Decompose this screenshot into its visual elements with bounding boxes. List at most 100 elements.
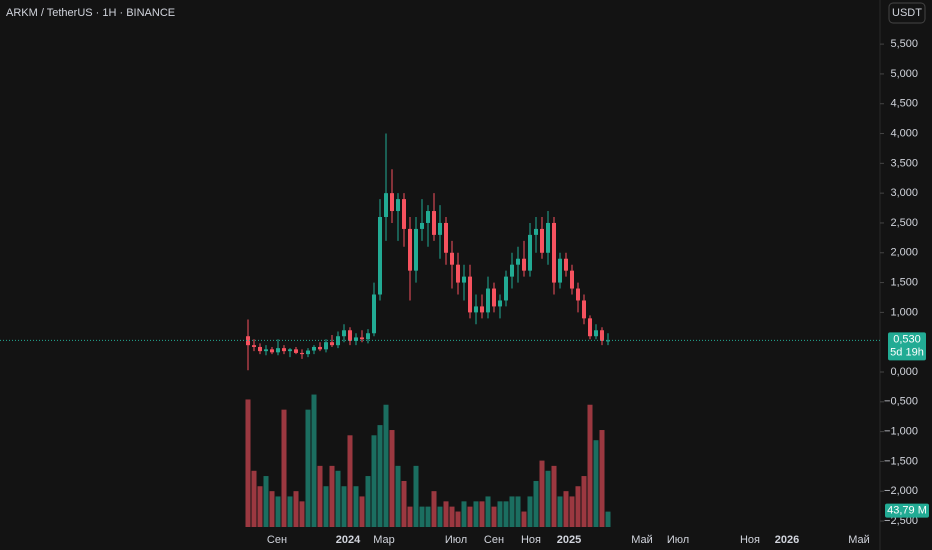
candle-body (552, 222, 556, 283)
y-tick-label: 4,000 (890, 127, 918, 139)
volume-bar (437, 506, 443, 527)
candle-body (540, 228, 544, 253)
candle-body (588, 318, 592, 337)
volume-bar (407, 506, 413, 527)
volume-bar (431, 491, 437, 527)
candle-body (420, 222, 424, 229)
volume-bar (377, 425, 383, 527)
candle-body (486, 288, 490, 313)
y-tick-label: −1,000 (884, 426, 918, 438)
volume-bar (515, 496, 521, 527)
x-tick-label: 2024 (336, 534, 361, 546)
candle-body (396, 199, 400, 212)
volume-bar (395, 465, 401, 527)
candle-body (342, 330, 346, 337)
candle-body (384, 193, 388, 217)
candle-body (390, 193, 394, 212)
candle-body (498, 300, 502, 307)
volume-bar (557, 496, 563, 527)
volume-bar (563, 491, 569, 527)
candle-body (594, 330, 598, 337)
candle-body (366, 333, 370, 340)
candle-body (378, 217, 382, 295)
candle-body (246, 336, 250, 346)
volume-bar (401, 480, 407, 527)
candle-body (354, 337, 358, 341)
volume-bar (443, 501, 449, 527)
candle-body (474, 306, 478, 313)
volume-bar (473, 501, 479, 527)
candle-body (438, 222, 442, 235)
volume-bar (311, 394, 317, 527)
candle-body (306, 350, 310, 355)
volume-bar (539, 460, 545, 527)
candle-body (546, 222, 550, 253)
volume-bar (269, 491, 275, 527)
candle-body (258, 346, 262, 352)
volume-bar (521, 511, 527, 527)
volume-bar (419, 506, 425, 527)
volume-bar (509, 496, 515, 527)
volume-bar (389, 430, 395, 527)
y-tick-label: 4,500 (890, 98, 918, 110)
volume-bar (575, 486, 581, 527)
currency-button[interactable] (888, 2, 926, 24)
candle-body (564, 258, 568, 271)
volume-bar (605, 511, 611, 527)
volume-bar (341, 486, 347, 527)
y-tick-label: 2,500 (890, 217, 918, 229)
volume-bar (263, 476, 269, 527)
volume-bar (413, 465, 419, 527)
currency-label[interactable]: USDT (892, 7, 922, 19)
volume-bar (365, 476, 371, 527)
candle-body (330, 342, 334, 346)
candle-body (582, 300, 586, 319)
x-tick-label: Июл (445, 534, 467, 546)
x-tick-label: Июл (667, 534, 689, 546)
volume-bar (335, 470, 341, 527)
volume-bar (305, 409, 311, 527)
volume-bar (485, 496, 491, 527)
candle-body (492, 288, 496, 307)
volume-bar (587, 404, 593, 527)
y-tick-label: 0,000 (890, 366, 918, 378)
volume-bar (545, 470, 551, 527)
candle-body (576, 288, 580, 301)
candle-body (318, 346, 322, 350)
volume-bar (503, 501, 509, 527)
last-price-label: 0,530 (893, 333, 921, 345)
volume-badge (885, 503, 929, 518)
y-tick-label: 1,000 (890, 306, 918, 318)
volume-bar (581, 476, 587, 527)
volume-bar (281, 409, 287, 527)
candle-body (252, 345, 256, 347)
candle-body (606, 340, 610, 342)
y-tick-label: −1,500 (884, 455, 918, 467)
chart-title: ARKM / TetherUS · 1H · BINANCE (6, 7, 175, 19)
x-tick-label: 2025 (557, 534, 581, 546)
candle-body (282, 348, 286, 352)
y-tick-label: 1,500 (890, 276, 918, 288)
candle-body (558, 258, 562, 283)
volume-bar (533, 480, 539, 527)
candle-body (516, 258, 520, 265)
candle-body (462, 276, 466, 283)
countdown: 5d 19h (890, 346, 924, 358)
candle-body (450, 252, 454, 265)
volume-label: 43,79 M (887, 505, 927, 517)
volume-bar (323, 486, 329, 527)
volume-bar (425, 506, 431, 527)
candle-body (270, 349, 274, 353)
candle-body (324, 342, 328, 350)
candle-body (528, 234, 532, 271)
volume-bar (449, 506, 455, 527)
candle-body (480, 306, 484, 313)
y-tick-label: −0,500 (884, 396, 918, 408)
candle-body (348, 330, 352, 341)
x-tick-label: Сен (267, 534, 287, 546)
y-tick-label: 3,000 (890, 187, 918, 199)
volume-bar (497, 501, 503, 527)
candle-body (570, 270, 574, 289)
